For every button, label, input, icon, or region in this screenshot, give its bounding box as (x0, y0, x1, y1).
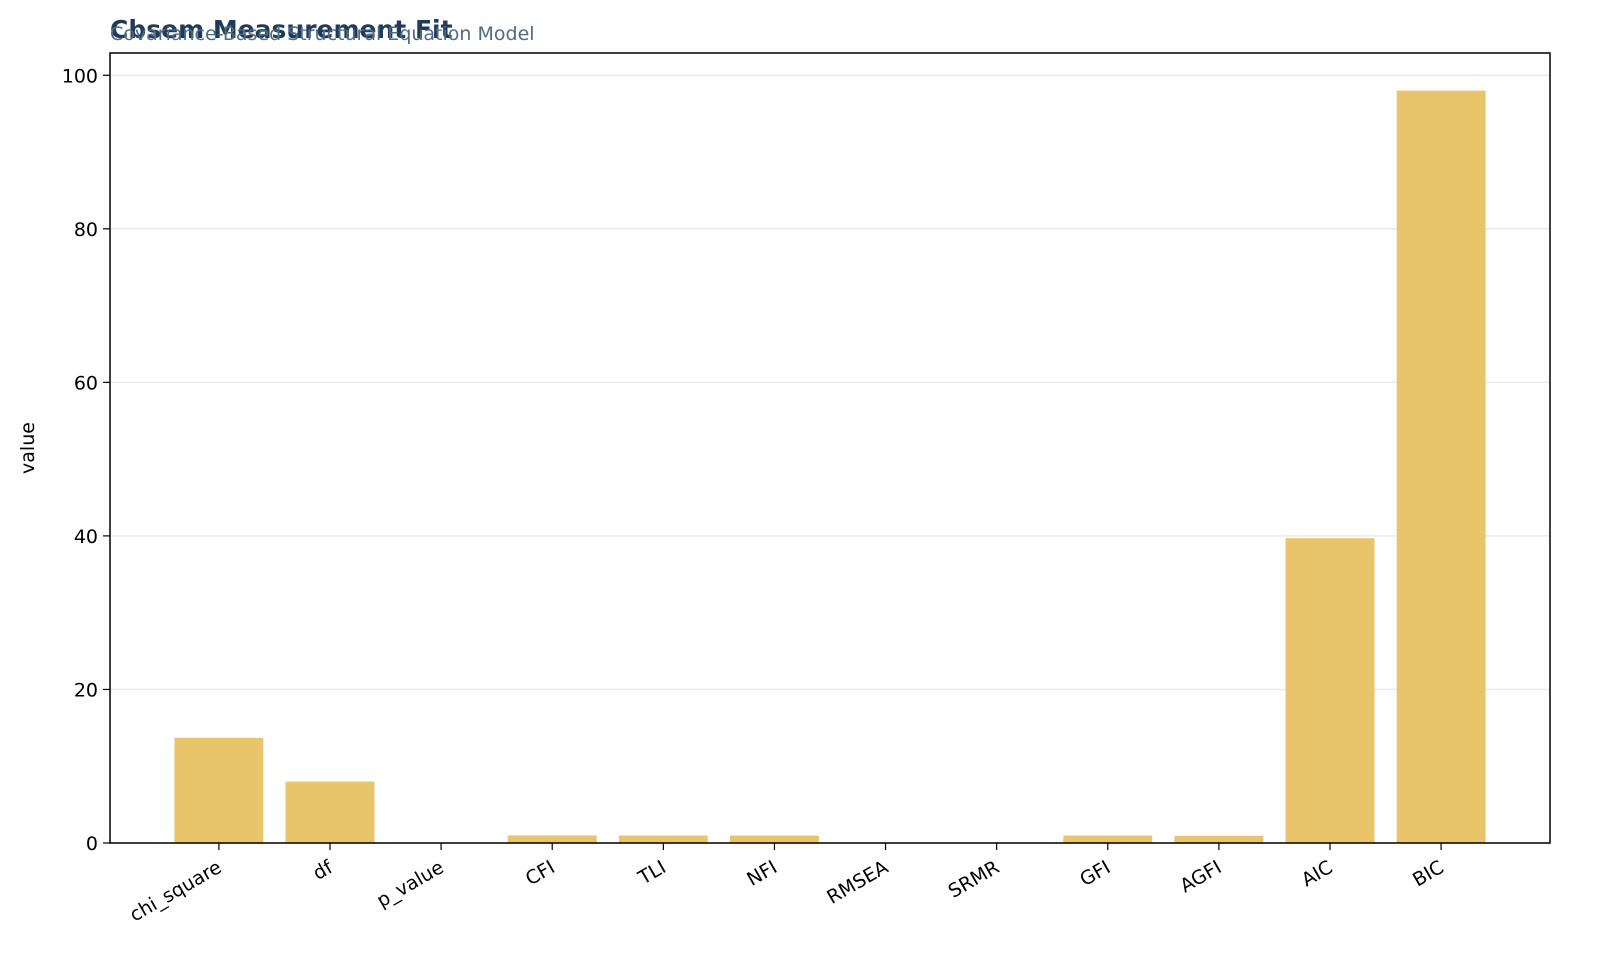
y-axis-label: value (17, 422, 39, 474)
x-tick-label: df (309, 856, 337, 885)
x-tick-label: NFI (743, 856, 781, 890)
x-tick-label: p_value (373, 856, 448, 912)
bar (174, 737, 264, 843)
bar (730, 835, 819, 843)
bar (618, 835, 708, 843)
bar (1396, 90, 1486, 844)
bar (507, 835, 597, 843)
bar (285, 781, 375, 843)
x-tick-label: TLI (634, 856, 670, 889)
x-tick-label: BIC (1409, 856, 1448, 891)
y-tick-label: 40 (74, 526, 98, 548)
x-tick-label: AIC (1298, 856, 1337, 891)
x-tick-label: CFI (522, 856, 559, 890)
y-tick-label: 80 (74, 219, 98, 241)
x-tick-label: chi_square (126, 856, 225, 926)
plot-frame (109, 52, 1551, 844)
x-tick-label: AGFI (1176, 856, 1225, 897)
bar (1063, 835, 1153, 843)
x-tick-label: GFI (1076, 856, 1114, 891)
bar (1174, 835, 1264, 843)
chart-subtitle: Covariance-Based Structural Equation Mod… (110, 23, 535, 45)
y-tick-label: 100 (62, 65, 98, 87)
chart-title: Cbsem Measurement Fit (110, 15, 453, 44)
bar (1285, 538, 1375, 843)
x-tick-label: SRMR (945, 856, 1004, 902)
y-tick-label: 60 (74, 372, 98, 394)
y-tick-label: 0 (86, 833, 98, 855)
x-tick-label: RMSEA (823, 856, 892, 908)
y-tick-label: 20 (74, 679, 98, 701)
